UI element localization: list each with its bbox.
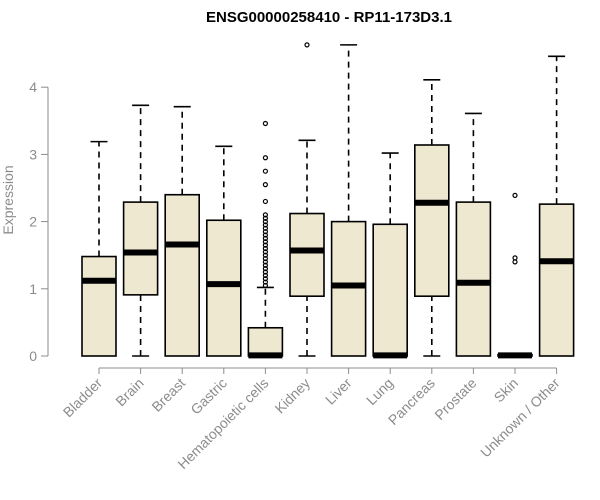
- outlier-point: [262, 229, 268, 235]
- outlier-point: [262, 239, 268, 245]
- y-tick-label: 2: [29, 214, 37, 230]
- outlier-point: [262, 279, 268, 285]
- x-tick-label: Liver: [322, 375, 355, 408]
- iqr-box: [164, 193, 200, 357]
- box-prostate: [455, 112, 492, 357]
- iqr-box: [81, 255, 117, 357]
- x-tick-label: Lung: [363, 375, 396, 408]
- outlier-point: [304, 42, 310, 48]
- outlier-point: [262, 276, 268, 282]
- outlier-point: [262, 282, 268, 289]
- outlier-point: [262, 182, 268, 188]
- outlier-point: [262, 245, 268, 252]
- iqr-box: [538, 203, 575, 357]
- x-tick-label: Skin: [491, 375, 522, 406]
- outlier-point: [512, 192, 518, 198]
- box-gastric: [206, 145, 242, 357]
- outlier-point: [262, 235, 268, 241]
- x-tick-label: Brain: [112, 375, 146, 409]
- box-breast: [164, 105, 200, 357]
- outlier-point: [262, 198, 268, 205]
- y-tick-label: 4: [29, 79, 37, 95]
- outlier-point: [262, 155, 268, 161]
- box-skin: [497, 192, 533, 359]
- y-axis-label: Expression: [0, 165, 16, 234]
- iqr-box: [206, 219, 242, 357]
- outlier-point: [262, 272, 268, 278]
- outlier-point: [262, 168, 268, 174]
- outlier-point: [262, 255, 268, 262]
- outlier-point: [262, 269, 268, 275]
- iqr-box: [247, 326, 284, 357]
- iqr-box: [289, 212, 325, 297]
- box-bladder: [81, 140, 117, 357]
- iqr-box: [372, 223, 409, 357]
- box-kidney: [289, 42, 325, 357]
- outlier-point: [262, 242, 268, 248]
- outlier-point: [262, 215, 268, 221]
- outlier-point: [262, 252, 268, 258]
- outlier-point: [262, 262, 268, 268]
- x-tick-label: Kidney: [272, 375, 314, 417]
- chart-title: ENSG00000258410 - RP11-173D3.1: [206, 9, 452, 26]
- x-tick-label: Bladder: [60, 375, 106, 421]
- box-hematopoietic-cells: [247, 120, 284, 359]
- box-lung: [372, 152, 409, 359]
- y-tick-label: 0: [29, 348, 37, 364]
- outlier-point: [262, 212, 268, 218]
- outlier-point: [262, 225, 268, 231]
- iqr-box: [122, 201, 159, 296]
- outlier-point: [512, 255, 518, 261]
- x-tick-label: Breast: [148, 375, 188, 415]
- outlier-point: [262, 259, 268, 265]
- iqr-box: [330, 220, 367, 357]
- outlier-point: [262, 222, 268, 228]
- box-brain: [122, 104, 159, 357]
- plot-area: [81, 42, 575, 359]
- y-tick-label: 1: [29, 281, 37, 297]
- x-tick-label: Unknown / Other: [477, 375, 563, 461]
- iqr-box: [413, 144, 450, 297]
- y-tick-label: 3: [29, 146, 37, 162]
- y-axis: 0 1 2 3 4: [29, 79, 49, 364]
- iqr-box: [455, 201, 492, 357]
- outlier-point: [262, 232, 268, 238]
- outlier-point: [512, 259, 518, 265]
- box-unknown-other: [538, 55, 575, 357]
- outlier-point: [262, 219, 268, 225]
- outlier-point: [262, 249, 268, 255]
- box-liver: [330, 44, 367, 357]
- outlier-point: [262, 266, 268, 272]
- outlier-point: [262, 120, 268, 127]
- x-tick-label: Prostate: [431, 375, 479, 423]
- box-pancreas: [413, 79, 450, 357]
